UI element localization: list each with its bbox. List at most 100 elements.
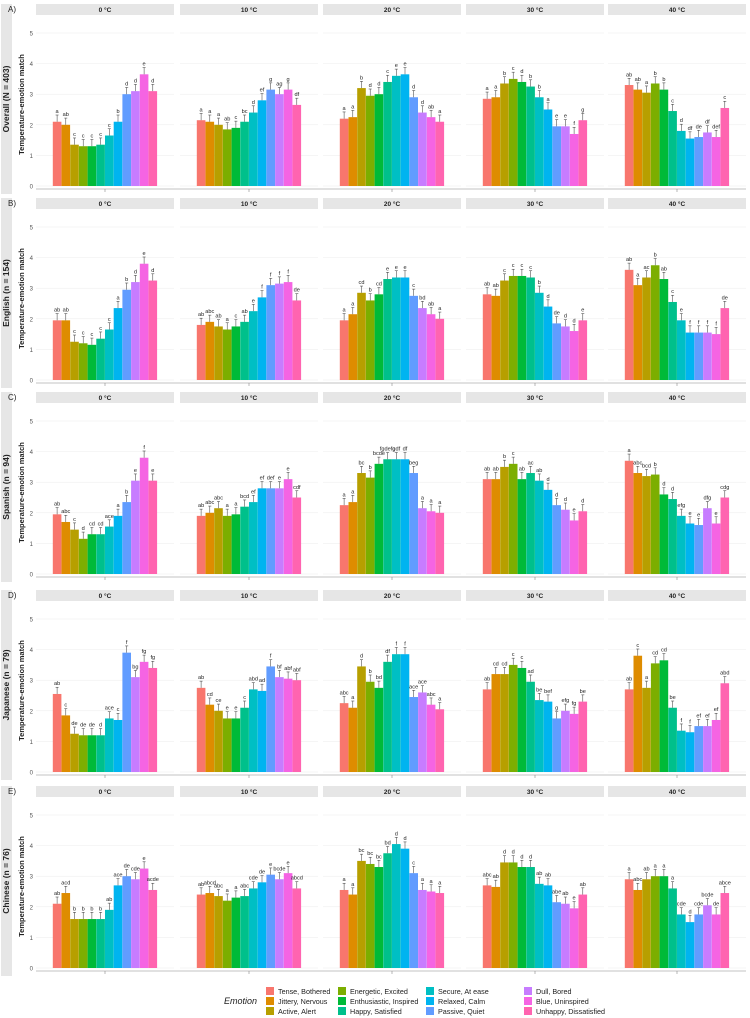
significance-letter: f (573, 121, 575, 127)
bar (569, 713, 579, 772)
row-label: Chinese (n = 76) (1, 848, 11, 914)
significance-letter: b (99, 906, 102, 912)
bar (231, 897, 241, 968)
bar (426, 117, 436, 186)
significance-letter: c (64, 703, 67, 709)
bar (113, 515, 123, 574)
facet-strip (608, 198, 746, 209)
bar (642, 476, 651, 574)
significance-letter: c (636, 643, 639, 649)
significance-letter: e (278, 476, 281, 482)
bar (711, 334, 721, 380)
y-tick-label: 3 (30, 875, 34, 881)
bar (543, 109, 553, 186)
legend-label: Happy, Satisfied (350, 1006, 402, 1016)
bar (685, 922, 695, 968)
bar (196, 515, 206, 574)
bar (624, 85, 634, 186)
significance-letter: a (226, 888, 230, 894)
bar (105, 909, 114, 968)
bar (482, 885, 492, 968)
significance-letter: g (555, 706, 558, 712)
significance-letter: d (688, 909, 691, 915)
bar (578, 511, 588, 574)
bar (231, 718, 241, 772)
significance-letter: e (287, 466, 290, 472)
significance-letter: d (662, 482, 665, 488)
significance-letter: cde (677, 902, 686, 908)
legend-label: Dull, Bored (536, 986, 572, 996)
significance-letter: e (680, 308, 683, 314)
significance-letter: f (404, 641, 406, 647)
significance-letter: a (234, 502, 238, 508)
bar (257, 100, 267, 186)
bar (222, 718, 232, 772)
bar (624, 460, 634, 574)
bar (578, 701, 588, 772)
significance-letter: e (143, 251, 146, 257)
bar (122, 94, 131, 186)
bar (214, 896, 223, 968)
significance-letter: ab (493, 874, 499, 880)
significance-letter: a (662, 863, 666, 869)
y-tick-label: 1 (30, 936, 34, 942)
bar (292, 497, 302, 574)
y-tick-label: 1 (30, 542, 34, 548)
bar (703, 132, 712, 186)
legend-label: Secure, At ease (438, 986, 489, 996)
significance-letter: a (645, 80, 649, 86)
significance-letter: d (520, 69, 523, 75)
bar (517, 479, 527, 574)
bar (435, 318, 445, 380)
bar (61, 893, 71, 968)
significance-letter: abc (340, 690, 349, 696)
bar (659, 89, 669, 186)
significance-letter: fg (150, 655, 155, 661)
significance-letter: ace (105, 706, 114, 712)
bar (633, 473, 643, 574)
significance-letter: ab (643, 867, 649, 873)
bar (383, 853, 392, 968)
bar (703, 726, 712, 772)
facet-label: 30 °C (527, 788, 544, 796)
significance-letter: b (654, 253, 657, 259)
significance-letter: ab (536, 871, 542, 877)
bar (633, 285, 643, 380)
significance-letter: de (294, 288, 300, 294)
bar (357, 88, 366, 186)
bar (339, 505, 349, 574)
significance-letter: abc (205, 309, 214, 315)
bar (578, 120, 588, 186)
significance-letter: bcde (273, 867, 285, 873)
bar (87, 146, 97, 186)
bar (624, 269, 634, 380)
y-tick-label: 3 (30, 481, 34, 487)
significance-letter: abd (720, 671, 729, 677)
bar (61, 124, 71, 186)
bar (131, 677, 140, 772)
bar (500, 466, 509, 574)
y-tick-label: 2 (30, 905, 34, 911)
significance-letter: abc (240, 883, 249, 889)
significance-letter: b (503, 454, 506, 460)
bar (426, 314, 436, 380)
bar (535, 97, 544, 186)
bar (249, 112, 258, 186)
significance-letter: abc (61, 509, 70, 515)
significance-letter: b (538, 85, 541, 91)
bar (357, 666, 366, 772)
bar (257, 882, 267, 968)
significance-letter: ab (626, 72, 632, 78)
bar (96, 735, 105, 772)
bar (659, 660, 669, 772)
bar (96, 338, 105, 380)
significance-letter: df (688, 126, 693, 132)
significance-letter: c (108, 317, 111, 323)
significance-letter: a (351, 695, 355, 701)
significance-letter: fgdefg (380, 447, 396, 453)
significance-letter: c (91, 133, 94, 139)
facet-label: 0 °C (99, 200, 112, 208)
significance-letter: c (412, 283, 415, 289)
significance-letter: b (654, 462, 657, 468)
legend-item: Passive, Quiet (426, 1006, 489, 1016)
